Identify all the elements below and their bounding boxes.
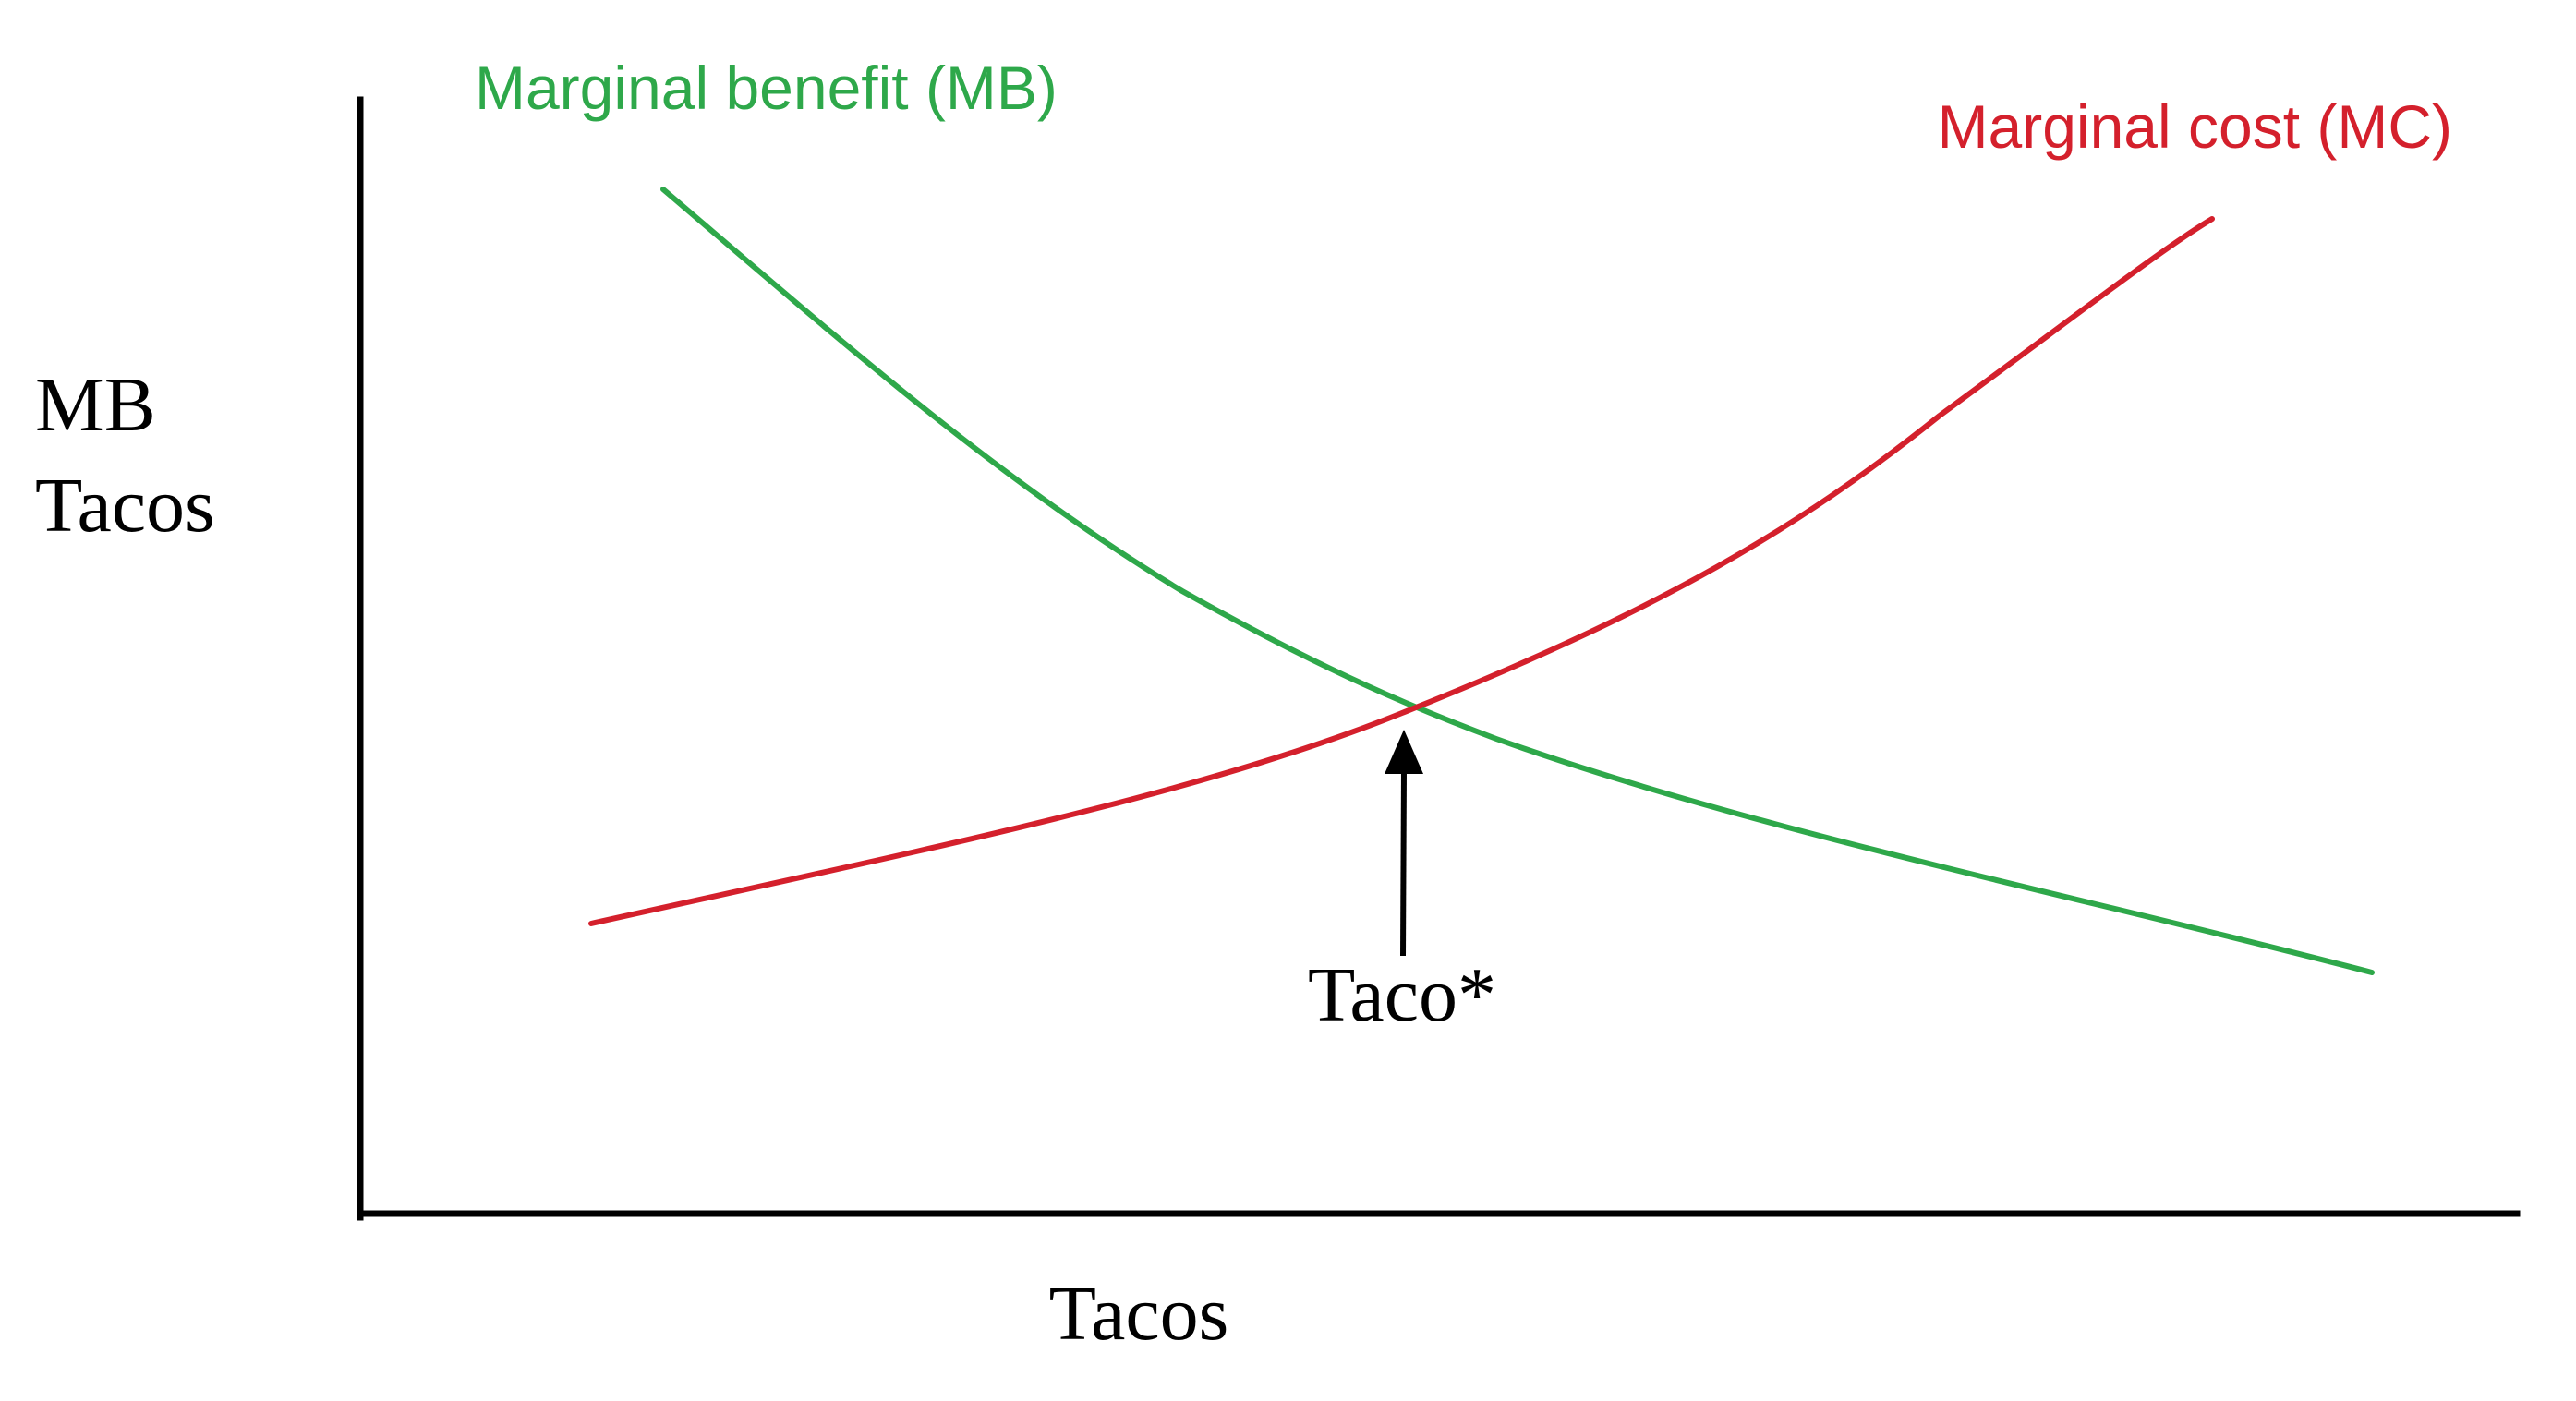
- marginal-benefit-label: Marginal benefit (MB): [475, 54, 1058, 122]
- marginal-benefit-curve: [660, 187, 2375, 975]
- marginal-cost-label: Marginal cost (MC): [1938, 92, 2452, 161]
- y-axis-label-line1: MB: [35, 362, 156, 448]
- x-axis-label: Tacos: [1049, 1271, 1229, 1357]
- optimum-arrow-head: [1385, 730, 1423, 774]
- y-axis-label-line2: Tacos: [35, 463, 215, 549]
- optimum-label: Taco*: [1308, 952, 1496, 1038]
- marginal-cost-curve: [588, 216, 2215, 926]
- optimum-arrow-shaft: [1400, 770, 1407, 957]
